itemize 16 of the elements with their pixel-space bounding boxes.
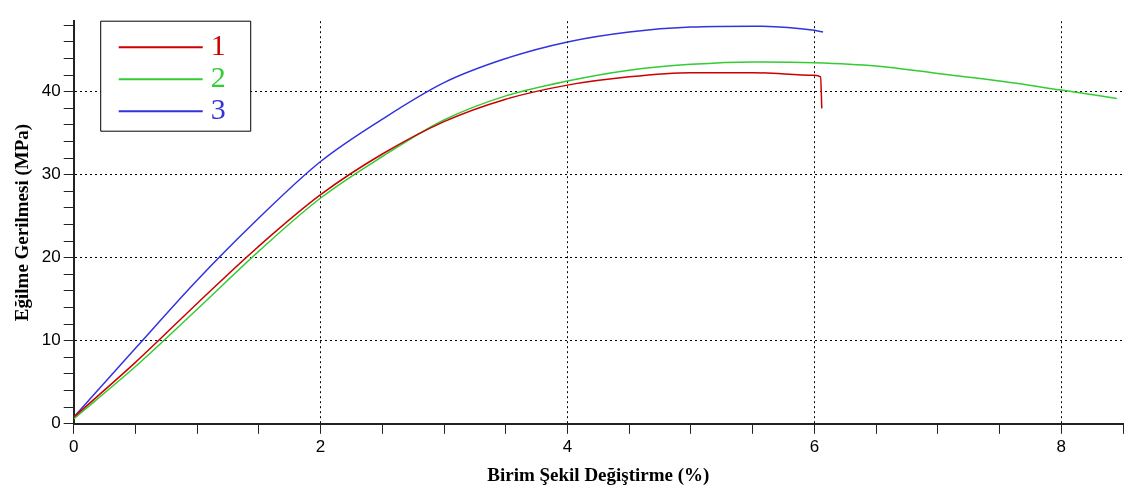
- x-tick-label: 4: [562, 436, 573, 456]
- y-tick-label: 20: [41, 247, 61, 267]
- y-axis-title: Eğilme Gerilmesi (MPa): [11, 123, 34, 322]
- x-tick-label: 8: [1056, 436, 1067, 456]
- y-tick-label: 0: [51, 413, 61, 433]
- legend-label: 3: [210, 92, 226, 126]
- y-tick-label: 10: [41, 330, 61, 350]
- line-series: [73, 61, 1118, 420]
- x-axis-title: Birim Şekil Değiştirme (%): [487, 463, 710, 486]
- y-tick-label: 40: [41, 81, 61, 101]
- legend-label: 1: [210, 28, 226, 62]
- x-tick-label: 0: [68, 436, 79, 456]
- x-tick-label: 6: [809, 436, 820, 456]
- legend-label: 2: [210, 60, 226, 94]
- y-tick-label: 30: [41, 164, 61, 184]
- x-tick-label: 2: [315, 436, 326, 456]
